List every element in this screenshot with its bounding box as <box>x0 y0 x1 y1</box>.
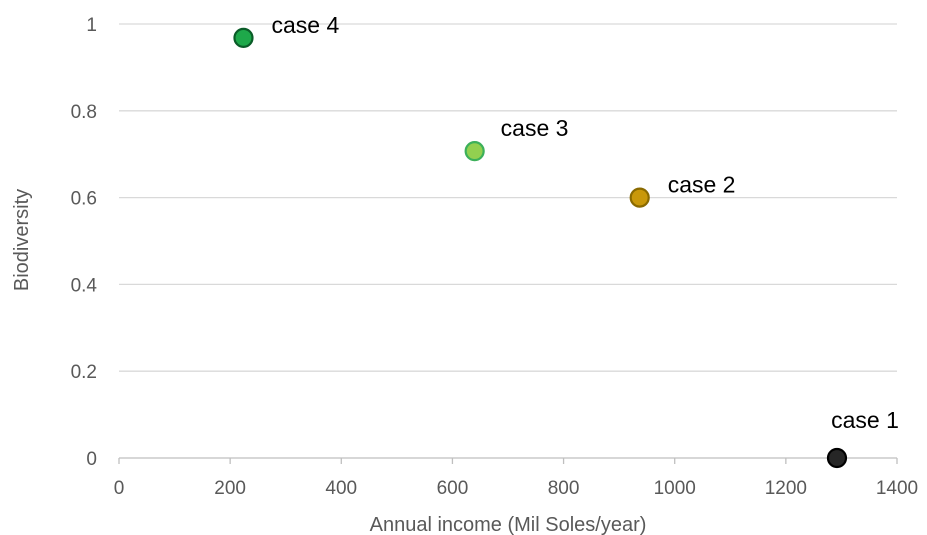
x-tick-label: 800 <box>548 478 580 499</box>
data-point <box>464 141 485 162</box>
x-tick-labels: 0 200 400 600 800 1000 1200 1400 <box>114 478 918 499</box>
x-axis-title: Annual income (Mil Soles/year) <box>370 514 647 535</box>
point-label: case 1 <box>831 407 899 433</box>
y-tick-label: 0 <box>86 449 97 470</box>
y-tick-label: 0.4 <box>71 275 98 296</box>
data-point <box>629 187 650 208</box>
x-tick-label: 1400 <box>876 478 918 499</box>
y-tick-label: 0.8 <box>71 102 97 123</box>
y-tick-label: 0.2 <box>71 362 97 383</box>
x-tick-label: 1200 <box>765 478 807 499</box>
data-point <box>826 447 848 469</box>
point-labels: case 1 case 2 case 3 case 4 <box>271 12 898 433</box>
data-points <box>233 27 848 469</box>
x-tick-label: 600 <box>437 478 469 499</box>
x-axis <box>118 457 898 464</box>
y-axis-title: Biodiversity <box>11 189 33 291</box>
x-tick-label: 1000 <box>654 478 696 499</box>
y-tick-labels: 0 0.2 0.4 0.6 0.8 1 <box>71 15 98 470</box>
y-tick-label: 1 <box>86 15 97 36</box>
data-point <box>233 27 254 48</box>
y-tick-label: 0.6 <box>71 189 97 210</box>
point-label: case 2 <box>668 172 736 198</box>
gridlines <box>119 23 897 372</box>
x-tick-label: 400 <box>325 478 357 499</box>
x-tick-label: 200 <box>214 478 246 499</box>
x-tick-label: 0 <box>114 478 125 499</box>
point-label: case 4 <box>271 12 339 38</box>
point-label: case 3 <box>501 115 569 141</box>
